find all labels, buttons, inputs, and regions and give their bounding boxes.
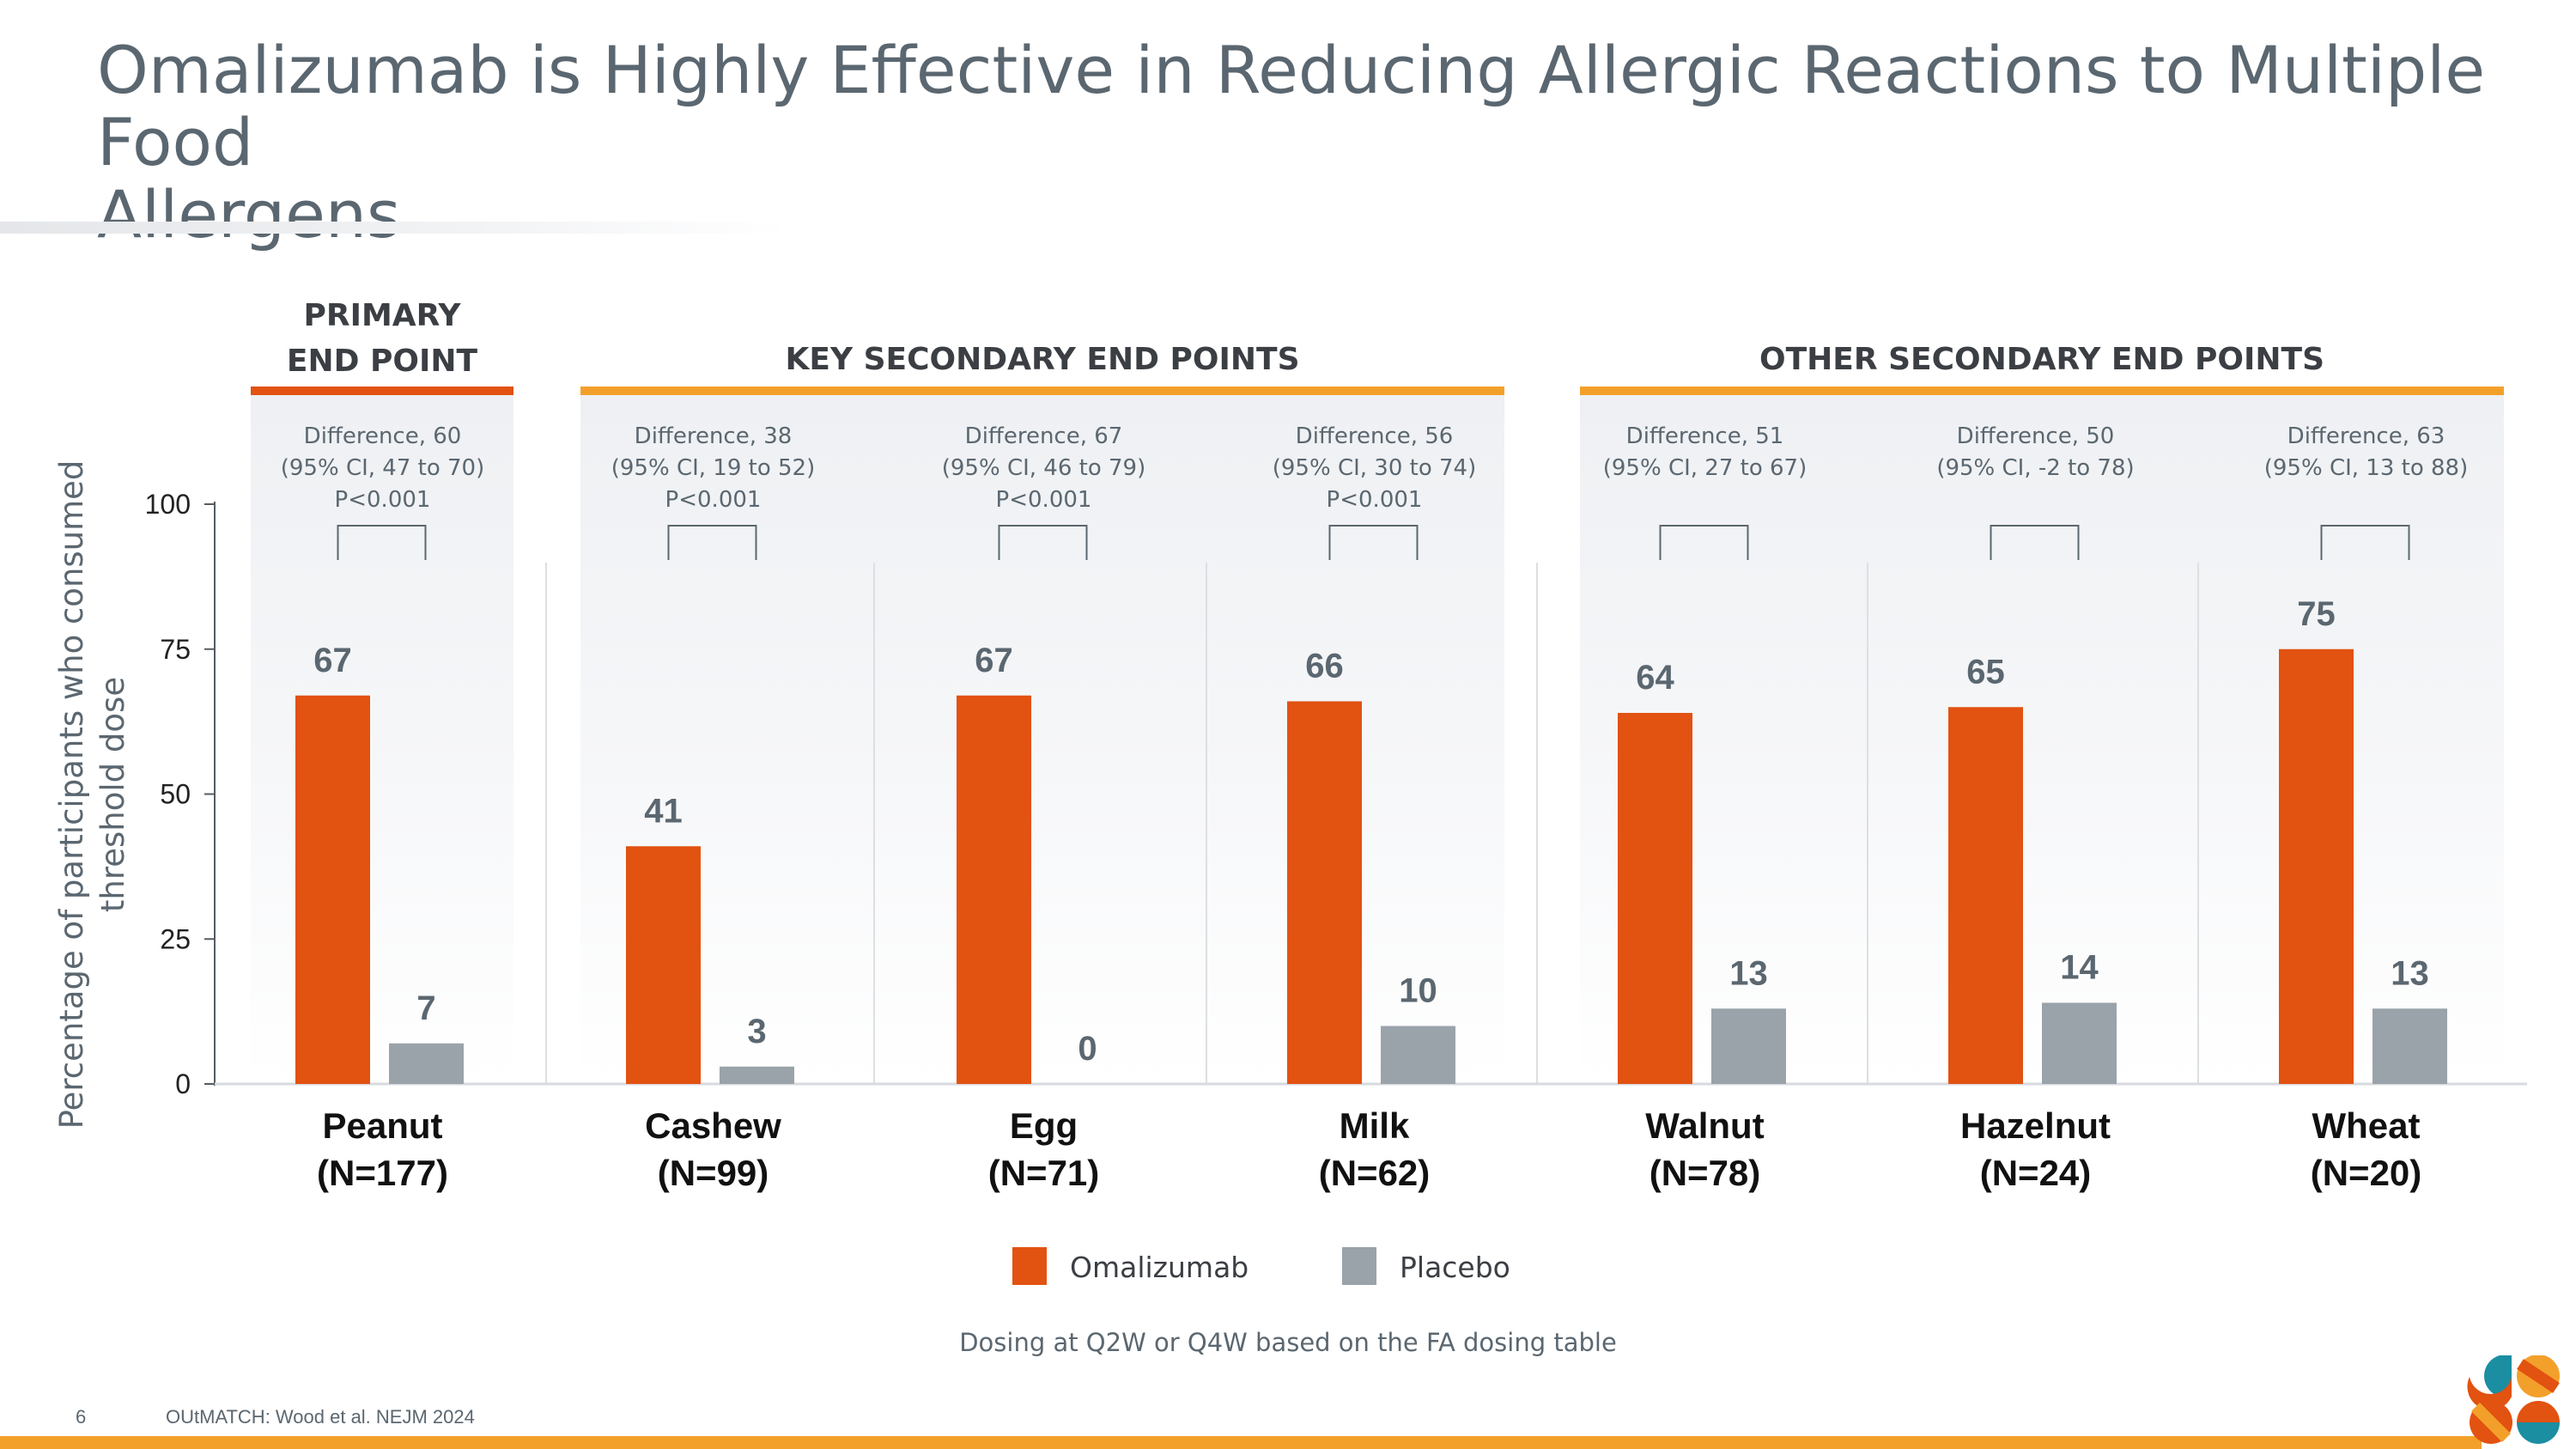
p-value-text: P<0.001 [665,487,762,513]
group-header-bar [251,387,513,395]
omalizumab-bar [957,695,1031,1084]
value-label: 75 [2297,595,2336,633]
placebo-bar [389,1043,464,1084]
omalizumab-bar [1618,713,1692,1084]
comparison-bracket [337,525,427,560]
p-value-text: P<0.001 [1327,487,1423,513]
p-value-text: P<0.001 [996,487,1092,513]
difference-text: Difference, 56 [1296,423,1454,449]
omalizumab-bar [626,846,701,1084]
value-label: 67 [313,642,352,679]
legend-label-placebo: Placebo [1400,1251,1510,1284]
y-tick-label: 25 [160,923,191,954]
category-n-label: (N=78) [1649,1153,1761,1193]
omalizumab-bar [1948,707,2023,1084]
slide-title: Omalizumab is Highly Effective in Reduci… [97,34,2501,251]
value-label: 13 [2391,954,2429,992]
ci-text: (95% CI, -2 to 78) [1936,455,2134,481]
ci-text: (95% CI, 47 to 70) [281,455,485,481]
category-label: Hazelnut [1960,1105,2111,1146]
placebo-bar [1711,1008,1786,1084]
placebo-bar [720,1066,794,1084]
category-n-label: (N=20) [2311,1153,2422,1193]
group-header-label: KEY SECONDARY END POINTS [786,342,1300,377]
ci-text: (95% CI, 46 to 79) [942,455,1146,481]
category-label: Milk [1340,1105,1410,1146]
value-label: 7 [416,989,435,1027]
omalizumab-bar [1287,701,1362,1084]
bottom-accent-bar [0,1436,2482,1449]
placebo-bar [2042,1002,2117,1084]
category-label: Peanut [322,1105,442,1146]
legend-label-omalizumab: Omalizumab [1070,1251,1249,1284]
difference-text: Difference, 63 [2287,423,2445,449]
value-label: 64 [1636,659,1674,697]
group-header-bar [580,387,1504,395]
ci-text: (95% CI, 30 to 74) [1273,455,1477,481]
p-value-text: P<0.001 [335,487,431,513]
value-label: 10 [1399,972,1437,1010]
y-tick-label: 0 [175,1068,191,1099]
category-label: Cashew [645,1105,781,1146]
category-n-label: (N=62) [1319,1153,1431,1193]
ci-text: (95% CI, 27 to 67) [1603,455,1807,481]
y-axis-label: Percentage of participants who consumed t… [53,460,131,1129]
category-n-label: (N=71) [988,1153,1100,1193]
footnote: Dosing at Q2W or Q4W based on the FA dos… [959,1328,1617,1357]
difference-text: Difference, 51 [1626,423,1784,449]
legend-swatch-placebo [1342,1247,1376,1285]
value-label: 65 [1966,653,2005,691]
difference-text: Difference, 38 [635,423,793,449]
logo-mark-icon [2467,1355,2560,1444]
comparison-bracket [1990,525,2080,560]
placebo-bar [1381,1026,1455,1084]
placebo-bar [2372,1008,2447,1084]
y-tick-label: 50 [160,779,191,810]
comparison-bracket [998,525,1088,560]
comparison-bracket [2320,525,2410,560]
title-divider [0,222,790,234]
category-n-label: (N=177) [317,1153,448,1193]
group-header-label: PRIMARY [303,298,461,333]
omalizumab-bar [295,695,370,1084]
difference-text: Difference, 67 [965,423,1123,449]
category-label: Egg [1010,1105,1078,1146]
legend-swatch-omalizumab [1012,1247,1047,1285]
comparison-bracket [1328,525,1419,560]
value-label: 3 [747,1013,766,1050]
category-label: Walnut [1645,1105,1764,1146]
group-header-label: END POINT [287,344,478,379]
title-line-2: Allergens [97,176,401,253]
value-label: 14 [2060,949,2099,987]
value-label: 66 [1305,648,1344,685]
y-tick-label: 75 [160,634,191,665]
difference-text: Difference, 60 [304,423,462,449]
omalizumab-bar [2279,648,2354,1084]
group-panel [251,388,513,1084]
title-line-1: Omalizumab is Highly Effective in Reduci… [97,32,2486,180]
comparison-bracket [1659,525,1749,560]
value-label: 0 [1078,1030,1097,1068]
difference-text: Difference, 50 [1957,423,2115,449]
value-label: 13 [1729,954,1768,992]
group-panel [1580,388,2504,1084]
y-tick-label: 100 [145,489,191,520]
value-label: 67 [975,642,1013,679]
group-header-label: OTHER SECONDARY END POINTS [1759,342,2324,377]
ci-text: (95% CI, 19 to 52) [611,455,816,481]
y-axis-label-line-2: threshold dose [94,677,131,912]
group-header-bar [1580,387,2504,395]
page-number: 6 [76,1406,87,1428]
comparison-bracket [667,525,757,560]
value-label: 41 [644,792,683,830]
category-n-label: (N=24) [1980,1153,2092,1193]
category-n-label: (N=99) [658,1153,769,1193]
y-axis-label-line-1: Percentage of participants who consumed [53,460,90,1129]
ci-text: (95% CI, 13 to 88) [2264,455,2469,481]
source-citation: OUtMATCH: Wood et al. NEJM 2024 [166,1406,475,1428]
category-label: Wheat [2312,1105,2421,1146]
